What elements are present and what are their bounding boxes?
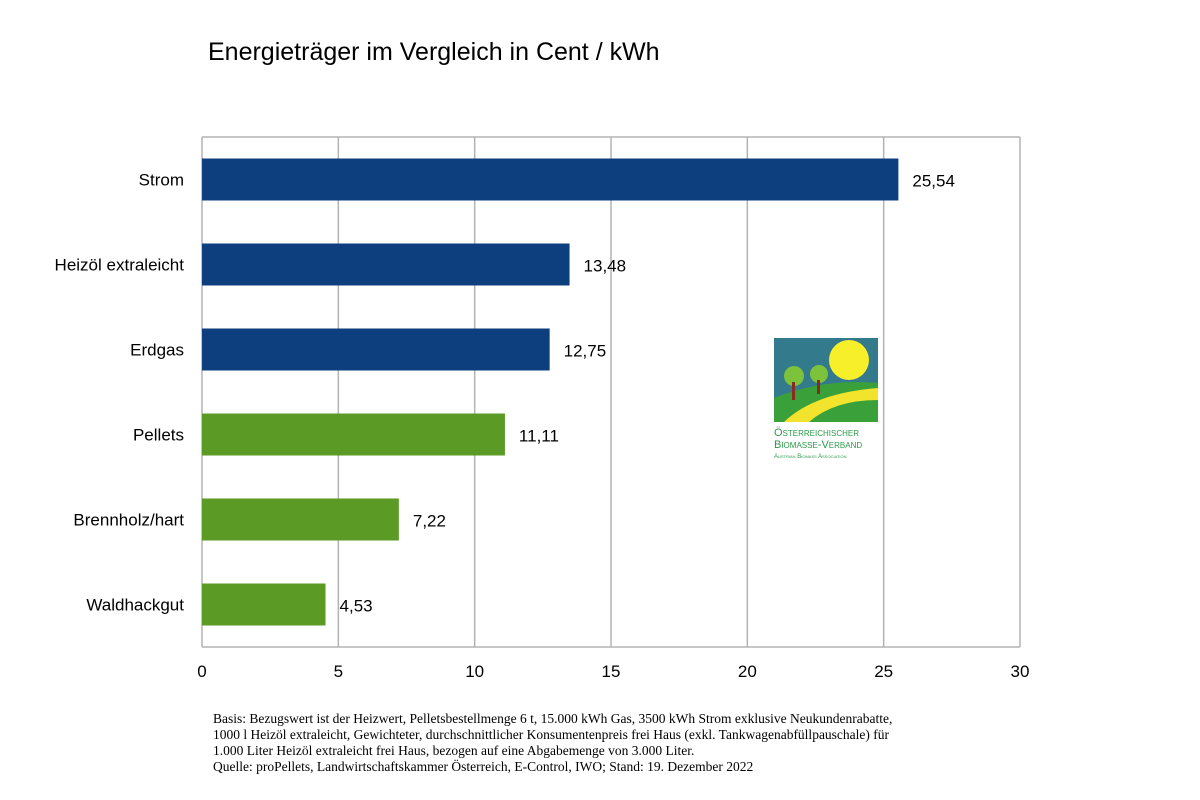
footnote-line: Quelle: proPellets, Landwirtschaftskamme… [213, 759, 754, 774]
bar [202, 413, 505, 456]
y-category-label: Strom [139, 171, 184, 190]
x-tick-label: 25 [874, 662, 893, 681]
x-tick-label: 15 [602, 662, 621, 681]
logo-line2: Biomasse-Verband [774, 439, 863, 451]
logo-line3: Austrian Biomass Association [774, 454, 847, 460]
logo-image [774, 338, 878, 422]
logo-line1: Österreichischer [774, 427, 860, 439]
data-label: 13,48 [584, 257, 627, 276]
data-label: 11,11 [519, 427, 559, 446]
chart-title: Energieträger im Vergleich in Cent / kWh [208, 38, 660, 66]
y-category-label: Waldhackgut [86, 596, 184, 615]
footnote-line: Basis: Bezugswert ist der Heizwert, Pell… [213, 711, 893, 726]
biomasse-verband-logo: Österreichischer Biomasse-Verband Austri… [774, 338, 880, 463]
bar [202, 328, 550, 371]
y-category-label: Pellets [133, 426, 184, 445]
bar [202, 243, 570, 286]
data-label: 12,75 [564, 342, 607, 361]
y-category-label: Brennholz/hart [73, 511, 184, 530]
y-category-label: Heizöl extraleicht [55, 256, 185, 275]
bar [202, 583, 326, 626]
data-label: 25,54 [912, 172, 955, 191]
x-tick-label: 0 [197, 662, 206, 681]
footnote-line: 1000 l Heizöl extraleicht, Gewichteter, … [213, 727, 890, 742]
data-label: 7,22 [413, 512, 446, 531]
x-tick-label: 10 [465, 662, 484, 681]
footnote-line: 1.000 Liter Heizöl extraleicht frei Haus… [213, 743, 695, 758]
bar [202, 158, 899, 201]
y-category-label: Erdgas [130, 341, 184, 360]
x-tick-label: 5 [334, 662, 343, 681]
x-tick-label: 30 [1011, 662, 1030, 681]
x-tick-label: 20 [738, 662, 757, 681]
bar [202, 498, 399, 541]
footnote: Basis: Bezugswert ist der Heizwert, Pell… [213, 711, 892, 775]
data-label: 4,53 [340, 597, 373, 616]
